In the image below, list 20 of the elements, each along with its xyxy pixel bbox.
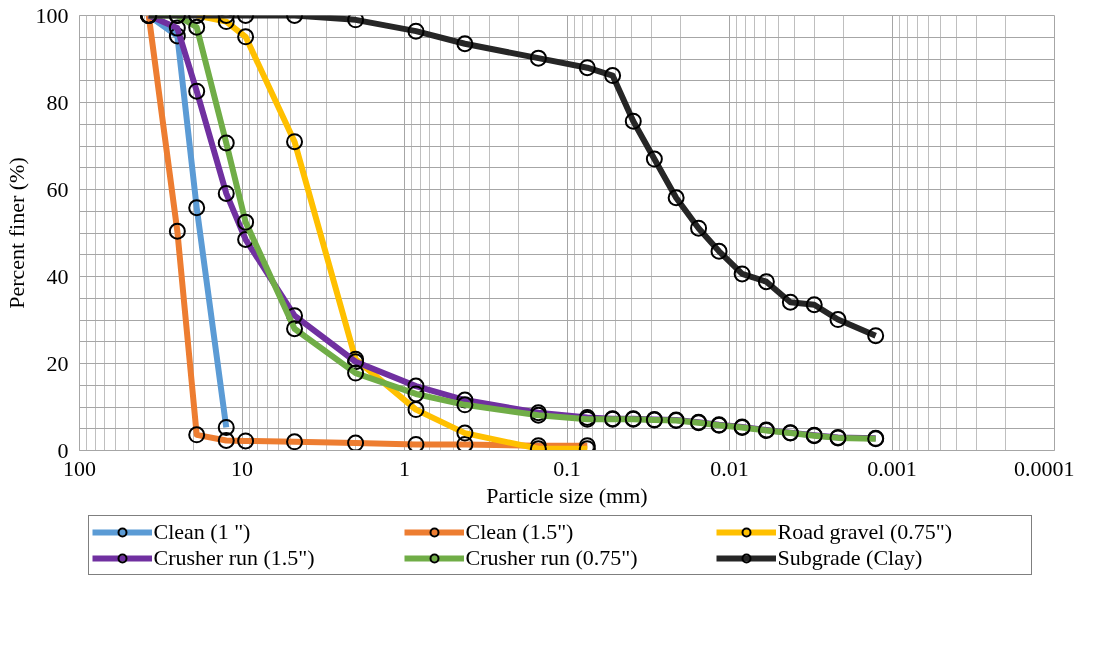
legend-label: Subgrade (Clay) [777,545,924,571]
y-tick-label: 60 [46,176,69,202]
y-tick-label: 100 [35,2,69,28]
x-tick-label: 0.1 [553,455,581,481]
y-axis-title: Percent finer (%) [3,157,29,309]
y-tick-label: 20 [46,350,69,376]
y-tick-label: 0 [57,437,69,463]
x-tick-label: 0.01 [710,455,749,481]
x-tick-label: 0.001 [867,455,917,481]
legend-label: Crusher run (0.75") [465,545,639,571]
y-tick-label: 40 [46,263,69,289]
legend-label: Road gravel (0.75") [777,519,954,545]
legend-label: Clean (1 ") [153,519,252,545]
x-tick-label: 10 [231,455,253,481]
y-tick-label: 80 [46,89,69,115]
x-tick-label: 0.0001 [1014,455,1075,481]
legend-label: Crusher run (1.5") [153,545,316,571]
x-tick-label: 1 [399,455,410,481]
x-axis-title: Particle size (mm) [486,482,648,508]
legend-label: Clean (1.5") [465,519,575,545]
